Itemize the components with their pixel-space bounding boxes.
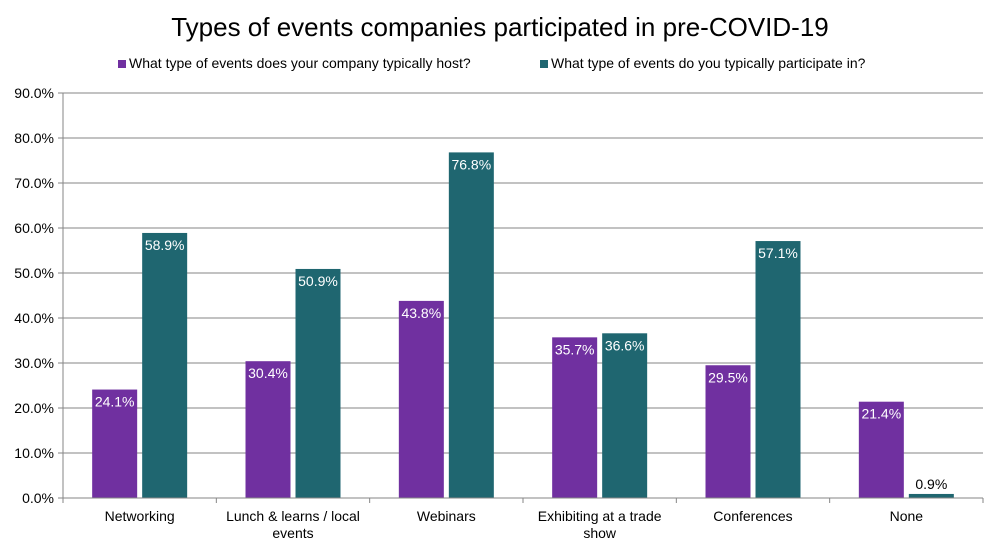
data-label: 50.9%: [298, 273, 338, 289]
data-label: 76.8%: [451, 156, 491, 172]
bars: 24.1% 58.9% 30.4% 50.9% 43.8% 76.8% 35.7% 36.6%…: [92, 152, 954, 499]
bar: [245, 361, 291, 498]
x-tick-label: None: [890, 508, 924, 524]
data-label: 58.9%: [145, 237, 185, 253]
y-tick-label: 60.0%: [14, 220, 54, 236]
data-label: 43.8%: [401, 305, 441, 321]
data-label: 24.1%: [95, 394, 135, 410]
data-label: 0.9%: [915, 476, 947, 492]
y-tick-label: 20.0%: [14, 400, 54, 416]
y-tick-label: 50.0%: [14, 265, 54, 281]
data-label: 35.7%: [555, 341, 595, 357]
y-tick-label: 80.0%: [14, 130, 54, 146]
bar: [858, 401, 904, 498]
bar: [398, 300, 444, 498]
chart-title: Types of events companies participated i…: [171, 12, 829, 42]
x-tick-label: show: [583, 525, 617, 541]
gridlines: [63, 92, 983, 454]
data-label: 29.5%: [708, 369, 748, 385]
bar: [705, 365, 751, 498]
legend: What type of events does your company ty…: [118, 55, 866, 71]
x-tick-label: Exhibiting at a trade: [538, 508, 662, 524]
x-tick-label: Networking: [105, 508, 175, 524]
x-tick-label: Lunch & learns / local: [226, 508, 360, 524]
bar: [92, 389, 138, 498]
data-label: 21.4%: [861, 406, 901, 422]
legend-label: What type of events does your company ty…: [129, 55, 471, 71]
y-tick-label: 0.0%: [22, 490, 54, 506]
bar: [448, 152, 494, 498]
x-tick-label: Webinars: [417, 508, 476, 524]
x-tick-label: Conferences: [713, 508, 792, 524]
y-tick-label: 70.0%: [14, 175, 54, 191]
bar: [552, 337, 598, 498]
legend-label: What type of events do you typically par…: [551, 55, 866, 71]
legend-swatch: [540, 60, 548, 68]
bar: [755, 241, 801, 499]
y-tick-label: 40.0%: [14, 310, 54, 326]
data-label: 36.6%: [605, 337, 645, 353]
bar: [295, 268, 341, 498]
y-tick-label: 10.0%: [14, 445, 54, 461]
data-label: 30.4%: [248, 365, 288, 381]
data-label: 57.1%: [758, 245, 798, 261]
bar: [602, 333, 648, 498]
y-tick-label: 30.0%: [14, 355, 54, 371]
y-tick-label: 90.0%: [14, 85, 54, 101]
axes: 0.0% 10.0% 20.0% 30.0% 40.0% 50.0% 60.0% 70.0% 8…: [14, 85, 984, 541]
legend-swatch: [118, 60, 126, 68]
x-tick-label: events: [272, 525, 313, 541]
bar: [142, 232, 188, 498]
bar: [908, 493, 954, 498]
